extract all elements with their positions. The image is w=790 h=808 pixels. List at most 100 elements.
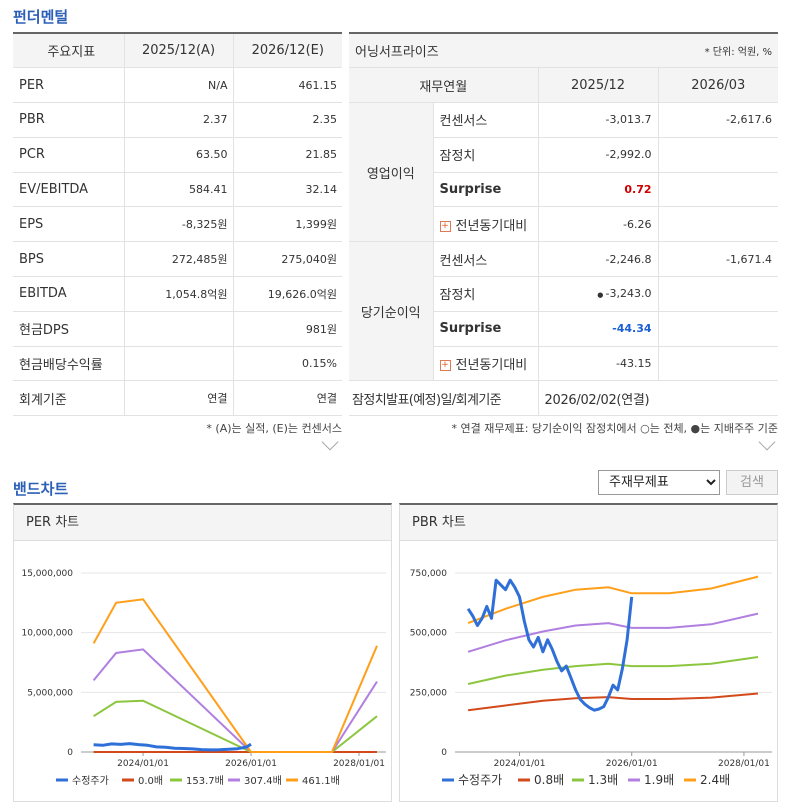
x-tick-label: 2026/01/01 — [225, 759, 277, 769]
actual-value: 2.37 — [123, 102, 233, 138]
metric-label: 현금DPS — [13, 311, 124, 347]
search-button[interactable]: 검색 — [726, 470, 778, 495]
estimate-value: 32.14 — [232, 172, 342, 208]
fundamental-row: PCR 63.50 21.85 — [13, 137, 342, 173]
fundamental-row: PBR 2.37 2.35 — [13, 102, 342, 138]
period2-value: -1,671.4 — [657, 241, 779, 278]
legend-label: 수정주가 — [458, 773, 502, 787]
legend-label: 2.4배 — [700, 773, 730, 787]
expand-earnings-chevron-icon[interactable] — [758, 433, 776, 451]
expand-plus-icon[interactable]: + — [439, 360, 451, 372]
period1-value-text: -6.26 — [623, 217, 652, 231]
metric-label: PCR — [13, 137, 124, 173]
column-header: 2026/12(E) — [232, 32, 342, 69]
fundamental-header-row: 주요지표 2025/12(A) 2026/12(E) — [13, 32, 342, 69]
fundamental-note: * (A)는 실적, (E)는 컨센서스 — [206, 422, 342, 435]
period1-value-text: -43.15 — [616, 357, 652, 371]
estimate-value: 461.15 — [232, 67, 342, 104]
period2-value — [657, 346, 779, 382]
expand-plus-icon[interactable]: + — [439, 220, 451, 232]
earnings-title-row: 어닝서프라이즈 * 단위: 억원, % — [349, 32, 779, 69]
earnings-header-row: 재무연월 2025/12 2026/03 — [349, 67, 779, 104]
band-line-4 — [467, 575, 759, 625]
fundamental-row: EV/EBITDA 584.41 32.14 — [13, 172, 342, 208]
x-tick-label: 2024/01/01 — [117, 759, 169, 769]
period2-value — [657, 137, 779, 173]
earnings-row: Surprise -44.34 — [349, 311, 779, 347]
legend-label: 307.4배 — [244, 775, 282, 787]
pbr-chart-title: PBR 차트 — [400, 505, 777, 541]
fundamental-table: 주요지표 2025/12(A) 2026/12(E) PER N/A 461.15 PBR 2… — [13, 32, 342, 417]
legend-item[interactable]: 수정주가 — [56, 775, 109, 787]
column-header: 2025/12(A) — [123, 32, 233, 69]
band-line-2 — [467, 656, 759, 685]
row-label: 잠정치 — [432, 137, 538, 173]
actual-value: 63.50 — [123, 137, 233, 173]
controlling-interest-dot-icon: ● — [597, 291, 606, 300]
estimate-value: 0.15% — [232, 346, 342, 382]
y-tick-label: 10,000,000 — [21, 629, 73, 639]
row-label: + 전년동기대비 — [432, 206, 538, 243]
estimate-value: 연결 — [232, 380, 342, 417]
unit-label: * 단위: 억원, % — [658, 32, 779, 69]
estimate-value: 275,040원 — [232, 241, 342, 278]
pbr-chart-panel: PBR 차트 0 250,000 500,000 750,000 2024/01/01 2… — [399, 503, 778, 802]
period1-value-text: 0.72 — [624, 183, 652, 197]
period2-value — [657, 276, 779, 312]
per-chart-title: PER 차트 — [14, 505, 391, 541]
earnings-row: 잠정치 -2,992.0 — [349, 137, 779, 173]
legend-label: 1.9배 — [644, 773, 674, 787]
legend-item[interactable]: 0.8배 — [518, 773, 564, 787]
period1-value-text: -2,246.8 — [605, 252, 652, 266]
row-label: Surprise — [432, 311, 538, 347]
fundamental-row: EBITDA 1,054.8억원 19,626.0억원 — [13, 276, 342, 312]
expand-fundamental-chevron-icon[interactable] — [321, 433, 339, 451]
legend-item[interactable]: 2.4배 — [684, 773, 730, 787]
period2-value — [657, 172, 779, 208]
legend-item[interactable]: 1.3배 — [572, 773, 618, 787]
period1-value: 0.72 — [537, 172, 659, 208]
estimate-value: 2.35 — [232, 102, 342, 138]
metric-label: PBR — [13, 102, 124, 138]
per-chart-panel: PER 차트 0 5,000,000 10,000,000 15,000,000 202… — [13, 503, 392, 802]
actual-value: 연결 — [123, 380, 233, 417]
legend-item[interactable]: 307.4배 — [228, 775, 282, 787]
period1-value-text: -3,243.0 — [605, 287, 652, 301]
actual-value: -8,325원 — [123, 206, 233, 243]
legend-item[interactable]: 1.9배 — [628, 773, 674, 787]
earnings-row: + 전년동기대비 -6.26 — [349, 206, 779, 243]
fundamental-row: BPS 272,485원 275,040원 — [13, 241, 342, 278]
estimate-value: 981원 — [232, 311, 342, 347]
price-line — [93, 742, 252, 752]
announce-date-value: 2026/02/02(연결) — [537, 380, 779, 417]
estimate-value: 1,399원 — [232, 206, 342, 243]
statement-type-select[interactable]: 주재무제표 — [598, 470, 720, 495]
x-tick-label: 2026/01/01 — [606, 759, 658, 769]
row-label: 잠정치 — [432, 276, 538, 312]
y-tick-label: 0 — [441, 748, 447, 758]
period1-value-text: -2,992.0 — [605, 148, 652, 162]
legend-item[interactable]: 수정주가 — [442, 773, 502, 787]
price-line — [466, 578, 634, 712]
period1-value: -2,992.0 — [537, 137, 659, 173]
legend-label: 수정주가 — [72, 775, 109, 787]
legend-label: 1.3배 — [588, 773, 618, 787]
fundamental-row: PER N/A 461.15 — [13, 67, 342, 104]
earnings-footer-row: 잠정치발표(예정)일/회계기준 2026/02/02(연결) — [349, 380, 779, 417]
period1-value: -6.26 — [537, 206, 659, 243]
legend-item[interactable]: 153.7배 — [170, 775, 224, 787]
row-label: 컨센서스 — [432, 241, 538, 278]
y-tick-label: 0 — [67, 748, 73, 758]
per-band-chart: 0 5,000,000 10,000,000 15,000,000 2024/01/01… — [21, 569, 386, 787]
legend-item[interactable]: 461.1배 — [286, 775, 340, 787]
row-label-text: Surprise — [439, 182, 502, 198]
pbr-band-chart: 0 250,000 500,000 750,000 2024/01/01 2026/01/… — [410, 569, 772, 787]
column-header: 2026/03 — [657, 67, 779, 104]
fundamental-row: 회계기준 연결 연결 — [13, 380, 342, 417]
y-tick-label: 500,000 — [410, 629, 447, 639]
period1-value: -43.15 — [537, 346, 659, 382]
metric-label: 회계기준 — [13, 380, 124, 417]
row-label: Surprise — [432, 172, 538, 208]
period1-value: -44.34 — [537, 311, 659, 347]
legend-item[interactable]: 0.0배 — [122, 775, 163, 787]
